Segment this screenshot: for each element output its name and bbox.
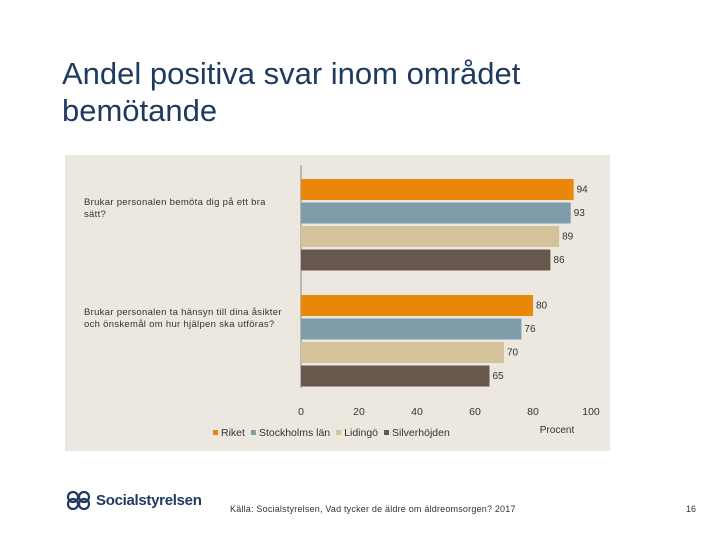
value-label: 70 <box>507 348 519 359</box>
legend-label: Silverhöjden <box>392 427 450 439</box>
x-tick-label: 60 <box>469 406 481 418</box>
legend-label: Stockholms län <box>259 427 330 439</box>
legend-label: Riket <box>221 427 245 439</box>
value-label: 65 <box>493 371 505 382</box>
bar-1-liding- <box>301 226 560 247</box>
bar-chart: 94 93 89 86 80 76 70 65 0 20 40 60 80 100 Procent Riket… <box>213 165 600 439</box>
socialstyrelsen-logo: Socialstyrelsen <box>66 490 202 510</box>
value-label: 86 <box>553 255 565 266</box>
value-label: 93 <box>574 208 586 219</box>
legend-swatch <box>250 430 256 435</box>
source-note: Källa: Socialstyrelsen, Vad tycker de äl… <box>230 504 516 514</box>
x-tick-label: 20 <box>353 406 365 418</box>
bar-2-liding- <box>301 342 504 363</box>
logo-text: Socialstyrelsen <box>96 491 202 509</box>
bar-1-silverh-jden <box>301 249 551 271</box>
page-number: 16 <box>685 504 696 514</box>
x-tick-label: 0 <box>298 406 304 418</box>
bar-2-silverh-jden <box>301 365 490 387</box>
legend-label: Lidingö <box>344 427 378 439</box>
bar-1-riket <box>301 179 574 200</box>
category-label-2: Brukar personalen ta hänsyn till dina ås… <box>84 307 282 330</box>
logo-emblem-icon <box>66 490 91 510</box>
bar-2-riket <box>301 295 533 316</box>
x-tick-label: 80 <box>527 406 539 418</box>
x-tick-label: 100 <box>582 406 600 418</box>
bar-2-stockholms-l-n <box>301 318 522 340</box>
x-tick-label: 40 <box>411 406 423 418</box>
chart-panel: 94 93 89 86 80 76 70 65 0 20 40 60 80 100 Procent Riket… <box>65 155 610 451</box>
legend-swatch <box>384 430 390 435</box>
x-axis-title: Procent <box>540 425 575 436</box>
page-title: Andel positiva svar inom området bemötan… <box>62 56 521 128</box>
category-label-1: Brukar personalen bemöta dig på ett bra … <box>84 197 266 220</box>
value-label: 76 <box>524 324 536 335</box>
legend-swatch <box>336 430 342 435</box>
bar-1-stockholms-l-n <box>301 202 571 224</box>
value-label: 80 <box>536 301 548 312</box>
value-label: 89 <box>562 232 574 243</box>
value-label: 94 <box>577 185 589 196</box>
legend-swatch <box>213 430 218 435</box>
